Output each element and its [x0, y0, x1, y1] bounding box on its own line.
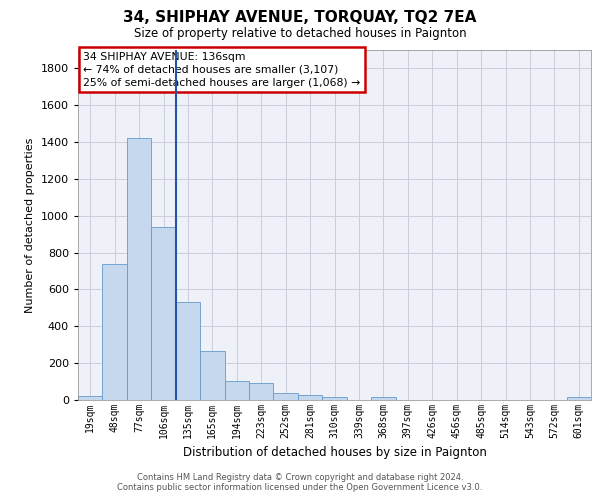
- Bar: [566, 397, 591, 400]
- Bar: [224, 380, 249, 400]
- Y-axis label: Number of detached properties: Number of detached properties: [25, 138, 35, 312]
- Bar: [176, 302, 200, 400]
- Bar: [298, 395, 322, 400]
- Text: Contains HM Land Registry data © Crown copyright and database right 2024.
Contai: Contains HM Land Registry data © Crown c…: [118, 473, 482, 492]
- Bar: [200, 351, 224, 400]
- Bar: [274, 392, 298, 400]
- Text: 34 SHIPHAY AVENUE: 136sqm
← 74% of detached houses are smaller (3,107)
25% of se: 34 SHIPHAY AVENUE: 136sqm ← 74% of detac…: [83, 52, 361, 88]
- Bar: [127, 138, 151, 400]
- Bar: [322, 397, 347, 400]
- Bar: [103, 264, 127, 400]
- Bar: [371, 397, 395, 400]
- Bar: [249, 384, 274, 400]
- Text: 34, SHIPHAY AVENUE, TORQUAY, TQ2 7EA: 34, SHIPHAY AVENUE, TORQUAY, TQ2 7EA: [124, 10, 476, 25]
- Bar: [151, 227, 176, 400]
- Bar: [78, 396, 103, 400]
- Text: Size of property relative to detached houses in Paignton: Size of property relative to detached ho…: [134, 28, 466, 40]
- X-axis label: Distribution of detached houses by size in Paignton: Distribution of detached houses by size …: [182, 446, 487, 460]
